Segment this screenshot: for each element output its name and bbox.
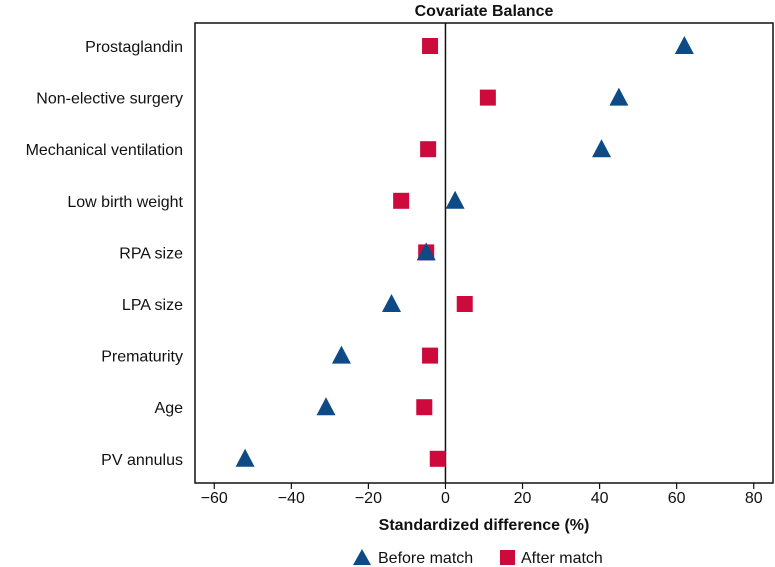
before-match-point [609, 87, 629, 106]
category-label: Non-elective surgery [36, 91, 183, 108]
after-match-point [456, 296, 473, 312]
x-tick-label: −40 [278, 490, 305, 507]
before-match-point [592, 139, 612, 158]
x-tick-label: 0 [441, 490, 450, 507]
category-label: Low birth weight [67, 194, 183, 211]
category-label: Prematurity [101, 349, 183, 366]
before-match-point [382, 294, 402, 312]
category-label: Prostaglandin [85, 39, 183, 56]
legend-before-match-marker [353, 549, 371, 565]
legend-after-match-marker [500, 550, 515, 565]
before-match-point [235, 448, 255, 467]
after-match-point [416, 399, 433, 416]
chart-title: Covariate Balance [415, 3, 554, 20]
after-match-point [422, 347, 439, 364]
category-label: RPA size [119, 245, 183, 262]
x-tick-label: −60 [201, 490, 228, 507]
legend-after-match-label: After match [521, 550, 603, 567]
plot-frame [194, 22, 774, 484]
after-match-point [479, 89, 496, 106]
x-tick-label: 20 [514, 490, 532, 507]
category-label: PV annulus [101, 452, 183, 469]
legend: Before match After match [353, 549, 603, 567]
after-match-point [393, 192, 410, 209]
before-match-point [331, 345, 351, 364]
after-match-point [429, 450, 446, 467]
before-match-point [674, 36, 694, 54]
category-label: Age [155, 400, 184, 417]
before-match-point [445, 190, 465, 209]
category-label: LPA size [122, 297, 183, 314]
legend-before-match-label: Before match [378, 550, 473, 567]
x-axis-label: Standardized difference (%) [379, 517, 590, 534]
category-label: Mechanical ventilation [26, 142, 183, 159]
x-tick-label: −20 [355, 490, 382, 507]
before-match-point [316, 397, 336, 416]
x-tick-label: 80 [745, 490, 763, 507]
x-tick-label: 60 [668, 490, 686, 507]
before-match-point [416, 242, 436, 261]
after-match-point [420, 141, 437, 158]
after-match-point [422, 38, 439, 54]
x-tick-label: 40 [591, 490, 609, 507]
